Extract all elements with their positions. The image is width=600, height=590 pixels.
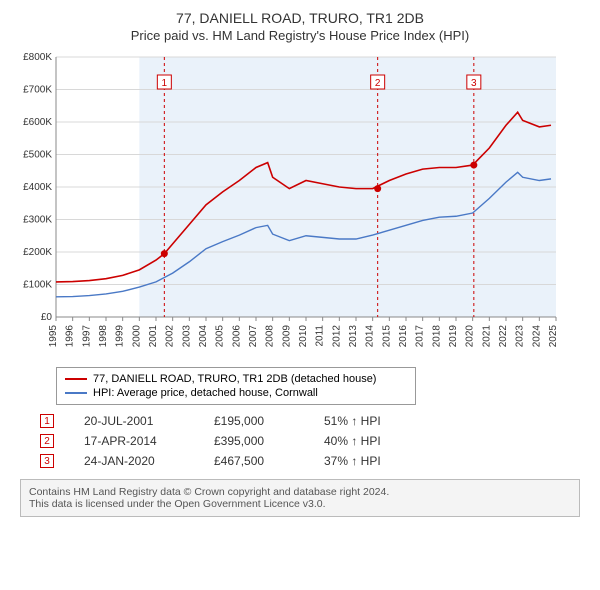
svg-text:£200K: £200K [23,247,52,258]
svg-text:2017: 2017 [415,325,426,348]
event-price: £395,000 [214,434,294,448]
svg-text:2019: 2019 [448,325,459,348]
svg-text:£0: £0 [41,312,53,323]
event-hpi: 40% ↑ HPI [324,434,414,448]
svg-text:1995: 1995 [48,325,59,348]
svg-text:2025: 2025 [548,325,559,348]
event-marker: 2 [40,434,54,448]
svg-text:2023: 2023 [515,325,526,348]
svg-text:2007: 2007 [248,325,259,348]
svg-text:2005: 2005 [215,325,226,348]
svg-text:2002: 2002 [165,325,176,348]
svg-text:3: 3 [471,78,477,89]
event-hpi: 37% ↑ HPI [324,454,414,468]
footer-line-1: Contains HM Land Registry data © Crown c… [29,486,571,498]
svg-text:2021: 2021 [481,325,492,348]
svg-text:£100K: £100K [23,280,52,291]
event-date: 20-JUL-2001 [84,414,184,428]
svg-text:£500K: £500K [23,150,52,161]
svg-text:2022: 2022 [498,325,509,348]
attribution-footer: Contains HM Land Registry data © Crown c… [20,479,580,517]
legend-swatch [65,392,87,394]
svg-text:£400K: £400K [23,182,52,193]
svg-text:2000: 2000 [131,325,142,348]
svg-text:2011: 2011 [315,325,326,347]
svg-text:2012: 2012 [331,325,342,348]
event-price: £467,500 [214,454,294,468]
svg-text:1999: 1999 [115,325,126,348]
svg-text:2014: 2014 [365,325,376,348]
event-date: 17-APR-2014 [84,434,184,448]
legend-row: 77, DANIELL ROAD, TRURO, TR1 2DB (detach… [65,372,407,386]
event-hpi: 51% ↑ HPI [324,414,414,428]
sale-events-table: 1 20-JUL-2001 £195,000 51% ↑ HPI 2 17-APR-201… [40,411,592,471]
chart-container: £0 £100K £200K £300K £400K £500K £600K £700K £80… [8,51,592,361]
svg-text:2024: 2024 [531,325,542,348]
svg-text:2018: 2018 [431,325,442,348]
event-price: £195,000 [214,414,294,428]
svg-text:1996: 1996 [65,325,76,348]
price-chart: £0 £100K £200K £300K £400K £500K £600K £700K £80… [8,51,568,361]
svg-text:2001: 2001 [148,325,159,348]
svg-text:2: 2 [375,78,381,89]
footer-line-2: This data is licensed under the Open Gov… [29,498,571,510]
svg-text:2009: 2009 [281,325,292,348]
chart-legend: 77, DANIELL ROAD, TRURO, TR1 2DB (detach… [56,367,416,405]
svg-text:£800K: £800K [23,52,52,63]
svg-text:1: 1 [162,78,168,89]
legend-swatch [65,378,87,380]
svg-text:£700K: £700K [23,85,52,96]
event-marker: 1 [40,414,54,428]
event-row: 3 24-JAN-2020 £467,500 37% ↑ HPI [40,451,592,471]
svg-text:2008: 2008 [265,325,276,348]
svg-text:2015: 2015 [381,325,392,348]
svg-text:2020: 2020 [465,325,476,348]
svg-text:2013: 2013 [348,325,359,348]
svg-text:£600K: £600K [23,117,52,128]
svg-text:2010: 2010 [298,325,309,348]
legend-label: HPI: Average price, detached house, Corn… [93,387,318,399]
svg-text:2016: 2016 [398,325,409,348]
event-row: 1 20-JUL-2001 £195,000 51% ↑ HPI [40,411,592,431]
svg-text:1998: 1998 [98,325,109,348]
svg-text:£300K: £300K [23,215,52,226]
event-marker: 3 [40,454,54,468]
event-date: 24-JAN-2020 [84,454,184,468]
event-row: 2 17-APR-2014 £395,000 40% ↑ HPI [40,431,592,451]
chart-title-block: 77, DANIELL ROAD, TRURO, TR1 2DB Price p… [8,10,592,43]
svg-text:1997: 1997 [81,325,92,348]
legend-label: 77, DANIELL ROAD, TRURO, TR1 2DB (detach… [93,373,376,385]
svg-text:2003: 2003 [181,325,192,348]
title-line-1: 77, DANIELL ROAD, TRURO, TR1 2DB [8,10,592,26]
legend-row: HPI: Average price, detached house, Corn… [65,386,407,400]
svg-text:2004: 2004 [198,325,209,348]
svg-text:2006: 2006 [231,325,242,348]
title-line-2: Price paid vs. HM Land Registry's House … [8,28,592,43]
